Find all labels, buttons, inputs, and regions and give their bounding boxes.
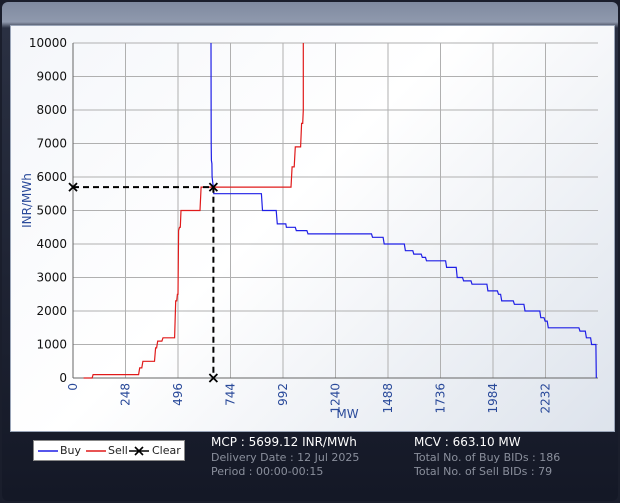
x-tick-label-3: 744 [224,383,238,406]
y-tick-label-10: 10000 [29,36,67,50]
y-tick-label-6: 6000 [36,170,67,184]
y-tick-label-0: 0 [59,371,67,385]
y-tick-label-9: 9000 [36,70,67,84]
clear-marker-1 [208,182,219,192]
y-tick-label-1: 1000 [36,338,67,352]
y-tick-label-8: 8000 [36,103,67,117]
y-tick-label-3: 3000 [36,271,67,285]
legend-clear-marker [134,446,144,456]
market-clearing-chart: 0 1000 2000 3000 4000 5000 6000 7000 8000 9000 100… [20,36,598,421]
x-tick-label-1: 248 [119,383,133,406]
clear-marker-0 [68,182,78,192]
x-tick-label-9: 2232 [539,383,553,414]
chart-legend: Buy Sell Clear [33,440,185,461]
x-tick-label-6: 1488 [381,383,395,414]
x-tick-label-4: 992 [276,383,290,406]
plot-panel: 0 1000 2000 3000 4000 5000 6000 7000 8000 9000 100… [10,25,615,432]
sell-bids-count: Total No. of Sell BIDs : 79 [414,465,553,478]
legend-label-buy: Buy [60,444,82,457]
legend-swatches [38,446,149,456]
series-line-buy [210,42,597,379]
period: Period : 00:00-00:15 [211,465,324,478]
series-line-clear [73,186,215,378]
x-tick-label-8: 1984 [486,383,500,414]
x-tick-label-0: 0 [66,383,80,391]
x-tick-label-5: 1240 [329,383,343,414]
x-tick-label-7: 1736 [434,383,448,414]
legend-label-sell: Sell [108,444,128,457]
mcp-value: MCP : 5699.12 INR/MWh [211,435,357,449]
y-tick-label-4: 4000 [36,237,67,251]
y-tick-label-7: 7000 [36,137,67,151]
series-line-sell [83,43,304,379]
y-axis-title: INR/MWh [20,173,34,228]
y-tick-label-2: 2000 [36,304,67,318]
clear-marker-2 [208,373,219,383]
delivery-date: Delivery Date : 12 Jul 2025 [211,451,360,464]
mcv-value: MCV : 663.10 MW [414,435,521,449]
x-tick-label-2: 496 [171,383,185,406]
legend-label-clear: Clear [152,444,181,457]
y-tick-label-5: 5000 [36,204,67,218]
x-axis-title: MW [336,407,358,421]
buy-bids-count: Total No. of Buy BIDs : 186 [414,451,561,464]
